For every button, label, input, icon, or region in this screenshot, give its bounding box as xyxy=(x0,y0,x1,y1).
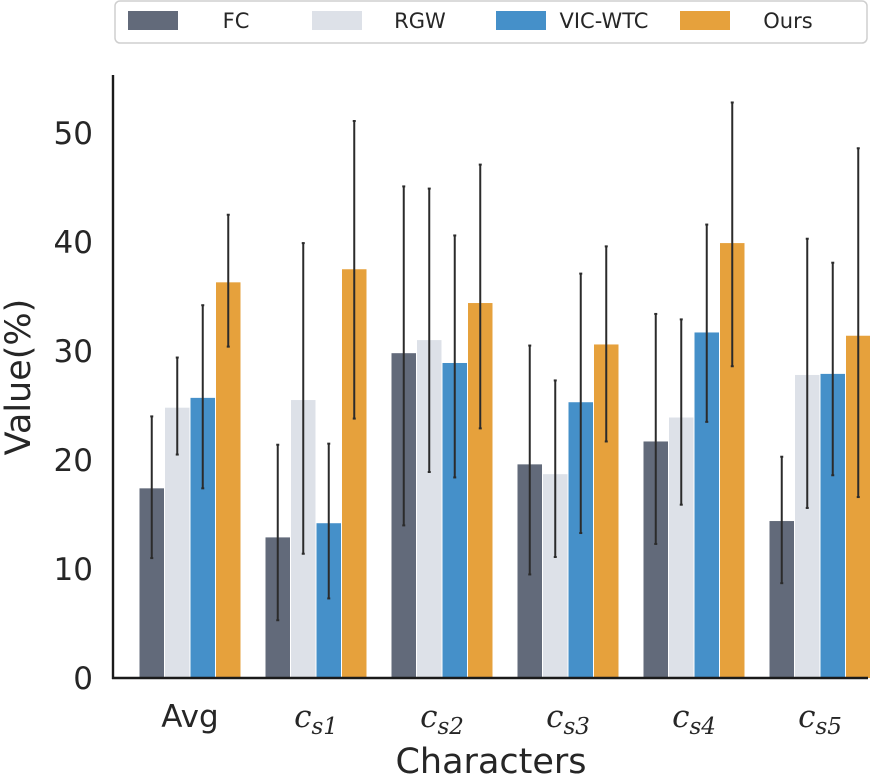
legend-label: FC xyxy=(223,9,250,33)
y-tick-label: 10 xyxy=(54,552,93,588)
x-tick-label: cs5 xyxy=(798,699,842,740)
legend-label: Ours xyxy=(763,9,812,33)
y-tick-label: 50 xyxy=(54,116,93,152)
legend-swatch xyxy=(496,11,546,30)
legend-swatch xyxy=(128,11,178,30)
x-tick-label: Avg xyxy=(161,699,218,735)
legend-label: RGW xyxy=(394,9,446,33)
y-axis-title: Value(%) xyxy=(0,299,39,456)
x-tick-label: cs4 xyxy=(672,699,716,740)
x-axis-title: Characters xyxy=(395,742,586,782)
bars-group xyxy=(139,243,870,678)
legend-swatch xyxy=(680,11,730,30)
y-tick-label: 40 xyxy=(54,225,93,261)
y-tick-label: 0 xyxy=(73,661,93,697)
legend-label: VIC-WTC xyxy=(560,9,649,33)
error-bars-group xyxy=(150,101,860,622)
x-tick-labels: Avg cs1 cs2 cs3 cs4 cs5 xyxy=(161,699,842,740)
axes xyxy=(111,75,868,680)
x-tick-label: cs1 xyxy=(294,699,338,740)
y-ticks: 0 10 20 30 40 50 xyxy=(54,116,93,697)
y-tick-label: 20 xyxy=(54,443,93,479)
bar-ours xyxy=(216,282,241,678)
x-tick-label: cs3 xyxy=(546,699,590,740)
legend-frame xyxy=(114,0,868,44)
y-tick-label: 30 xyxy=(54,334,93,370)
x-tick-label: cs2 xyxy=(420,699,464,740)
legend-swatch xyxy=(312,11,362,30)
legend: FC RGW VIC-WTC Ours xyxy=(114,0,868,44)
